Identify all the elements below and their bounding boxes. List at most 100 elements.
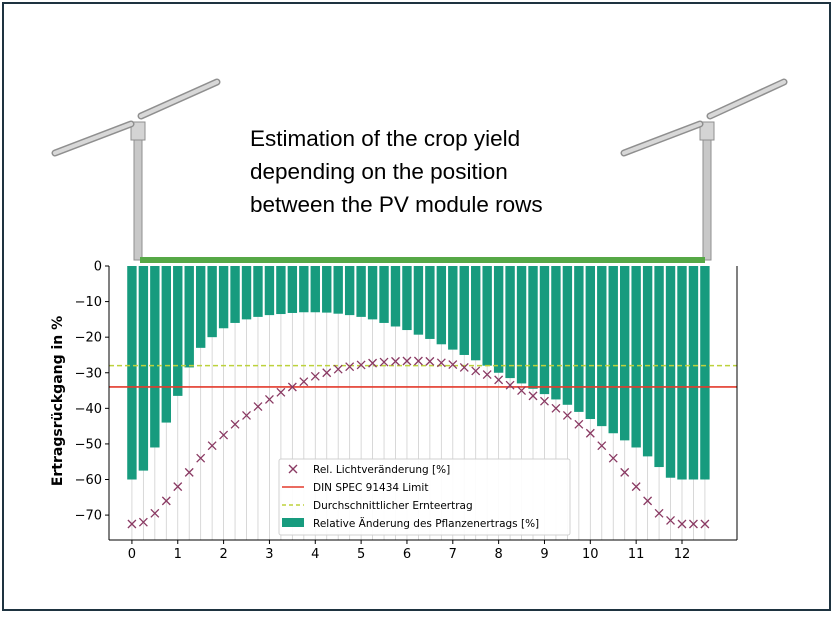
bar xyxy=(700,266,710,480)
y-tick-label: −60 xyxy=(75,473,102,488)
scatter-point xyxy=(368,358,378,368)
scatter-point xyxy=(287,382,297,392)
bar xyxy=(539,266,550,395)
bar xyxy=(493,266,504,373)
bar xyxy=(677,266,687,480)
scatter-point xyxy=(276,387,286,397)
legend-item-yield: Relative Änderung des Pflanzenertrags [%… xyxy=(282,517,539,530)
scatter-point xyxy=(459,362,469,372)
bar xyxy=(619,266,630,441)
bar xyxy=(665,266,676,478)
bar xyxy=(276,266,286,315)
bar xyxy=(574,266,584,412)
scatter-point xyxy=(242,410,251,420)
scatter-point xyxy=(207,441,217,451)
bar xyxy=(379,266,389,323)
scatter-point xyxy=(322,368,332,378)
legend-swatch xyxy=(282,518,304,527)
scatter-point xyxy=(184,467,194,477)
scatter-point xyxy=(528,391,538,401)
plot-area: 0−10−20−30−40−50−60−700 1 2 3 4 5 6 7 8 9 10 11 12 xyxy=(75,257,738,562)
scatter-point xyxy=(688,519,698,529)
scatter-point xyxy=(517,386,527,396)
legend-item-light: Rel. Lichtveränderung [%] xyxy=(288,464,450,476)
bar xyxy=(562,266,573,405)
bar xyxy=(344,266,355,316)
scatter-point xyxy=(700,519,710,529)
scatter-point xyxy=(333,364,343,374)
scatter-point xyxy=(505,380,515,390)
x-tick-label: 7 xyxy=(449,547,457,562)
scatter-point xyxy=(253,402,263,412)
bar xyxy=(482,266,492,366)
bar xyxy=(322,266,332,313)
scatter-point xyxy=(138,517,148,527)
bar xyxy=(608,266,618,434)
x-tick-label: 6 xyxy=(403,547,411,562)
x-tick-label: 10 xyxy=(582,547,599,562)
scatter-point xyxy=(436,358,446,368)
y-tick-label: −20 xyxy=(75,331,102,346)
scatter-point xyxy=(471,366,481,376)
y-tick-label: −50 xyxy=(75,437,102,452)
bar xyxy=(459,266,469,355)
bar xyxy=(138,266,149,471)
x-tick-label: 1 xyxy=(174,547,182,562)
legend-label: Rel. Lichtveränderung [%] xyxy=(313,464,450,476)
bar xyxy=(631,266,641,448)
scatter-point xyxy=(643,496,653,506)
bar xyxy=(642,266,653,457)
scatter-point xyxy=(425,356,435,366)
scatter-point xyxy=(620,467,630,477)
bar xyxy=(436,266,447,345)
scatter-point xyxy=(196,453,206,463)
x-tick-label: 9 xyxy=(540,547,548,562)
scatter-point xyxy=(345,362,355,372)
bar xyxy=(413,266,424,335)
bar xyxy=(505,266,515,379)
scatter-point xyxy=(299,377,309,387)
bar xyxy=(253,266,263,317)
scatter-point xyxy=(597,441,607,451)
bar xyxy=(184,266,194,368)
legend: Rel. Lichtveränderung [%] DIN SPEC 91434… xyxy=(278,458,571,536)
y-tick-label: 0 xyxy=(94,260,102,275)
scatter-point xyxy=(219,430,229,440)
solar-tracker-icon xyxy=(51,78,221,261)
scatter-point xyxy=(150,508,160,518)
scatter-point xyxy=(551,403,561,413)
crop-field-strip xyxy=(140,257,705,263)
scatter-point xyxy=(585,428,595,438)
bar xyxy=(299,266,309,313)
x-tick-label: 4 xyxy=(311,547,319,562)
scatter-point xyxy=(127,519,137,529)
bar xyxy=(127,266,137,480)
scatter-point xyxy=(310,371,320,381)
bar xyxy=(150,266,160,448)
bar xyxy=(161,266,171,423)
bar xyxy=(264,266,275,316)
bar xyxy=(402,266,412,331)
x-tick-label: 3 xyxy=(265,547,273,562)
legend-label: Relative Änderung des Pflanzenertrags [%… xyxy=(313,517,539,530)
scatter-point xyxy=(402,356,412,366)
bar xyxy=(218,266,229,329)
scatter-point xyxy=(161,496,171,506)
y-tick-label: −40 xyxy=(75,402,102,417)
bar xyxy=(310,266,320,313)
solar-tracker-icon xyxy=(620,78,788,261)
headline-line: between the PV module rows xyxy=(250,192,543,217)
headline-line: Estimation of the crop yield xyxy=(250,126,521,151)
bar xyxy=(448,266,458,350)
scatter-point xyxy=(379,357,389,367)
bar xyxy=(654,266,664,468)
legend-item-limit: DIN SPEC 91434 Limit xyxy=(282,482,428,494)
bar xyxy=(287,266,298,313)
scatter-point xyxy=(654,508,664,518)
scatter-point xyxy=(264,394,274,404)
y-axis-label: Ertragsrückgang in % xyxy=(50,316,66,486)
bar xyxy=(241,266,252,320)
bar xyxy=(471,266,481,361)
y-tick-label: −70 xyxy=(75,509,102,524)
